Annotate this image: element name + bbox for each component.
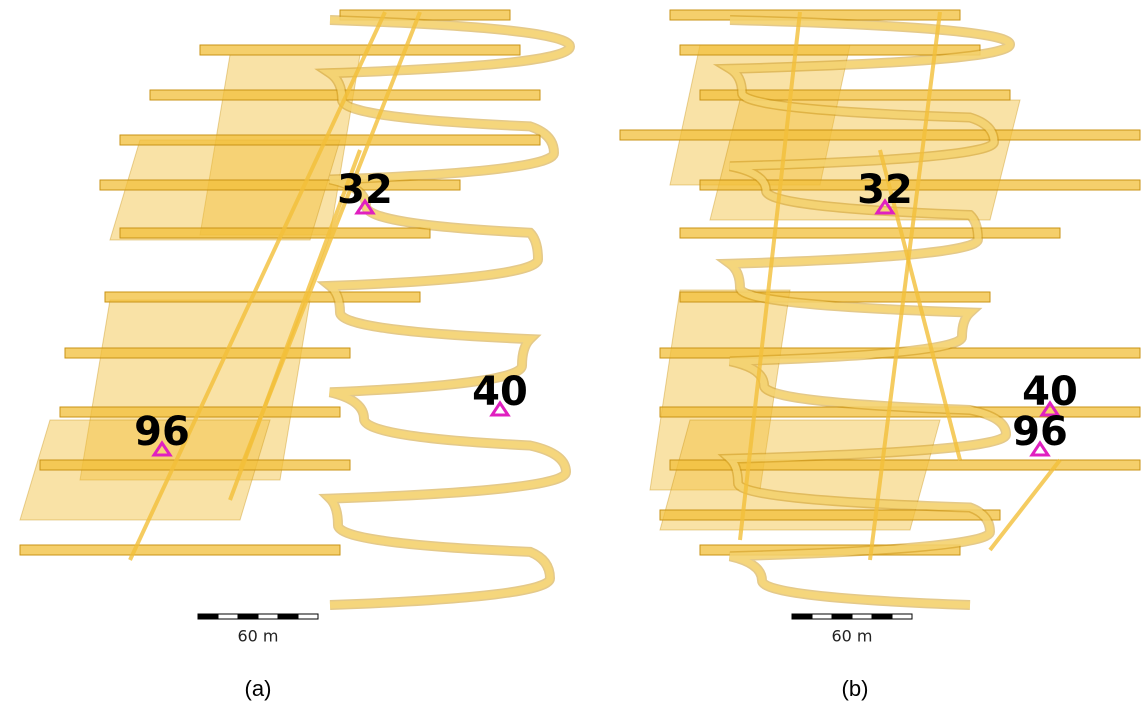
ramp — [330, 20, 570, 605]
scale-segment — [852, 614, 872, 619]
scale-segment — [218, 614, 238, 619]
marker-label: 96 — [1012, 409, 1068, 455]
page: {"panels": [ {"caption": "(a)", "scale_l… — [0, 0, 1142, 711]
scale-segment — [258, 614, 278, 619]
scale-segment — [892, 614, 912, 619]
level-drift — [680, 292, 990, 302]
scale-segment — [872, 614, 892, 619]
level-drift — [680, 228, 1060, 238]
scale-segment — [238, 614, 258, 619]
scale-segment — [198, 614, 218, 619]
figure: 32 40 96 60 m (a) 32 40 96 60 m (b) — [0, 0, 1142, 711]
marker-label: 32 — [857, 167, 913, 213]
scale-segment — [278, 614, 298, 619]
level-drift — [200, 45, 520, 55]
scale-segment — [832, 614, 852, 619]
level-drift — [40, 460, 350, 470]
panel: 32 40 96 60 m (a) — [20, 10, 570, 701]
scale-segment — [792, 614, 812, 619]
panel-caption: (a) — [245, 676, 272, 701]
level-drift — [105, 292, 420, 302]
level-drift — [120, 228, 430, 238]
level-drift — [65, 348, 350, 358]
scale-label: 60 m — [831, 627, 872, 646]
level-drift — [20, 545, 340, 555]
panel-caption: (b) — [842, 676, 869, 701]
level-drift — [120, 135, 540, 145]
shaft — [990, 460, 1060, 550]
scale-segment — [812, 614, 832, 619]
marker-label: 40 — [472, 369, 528, 415]
marker-label: 96 — [134, 409, 190, 455]
level-drift — [100, 180, 460, 190]
marker-label: 32 — [337, 167, 393, 213]
level-drift — [620, 130, 1140, 140]
scale-segment — [298, 614, 318, 619]
scale-label: 60 m — [237, 627, 278, 646]
